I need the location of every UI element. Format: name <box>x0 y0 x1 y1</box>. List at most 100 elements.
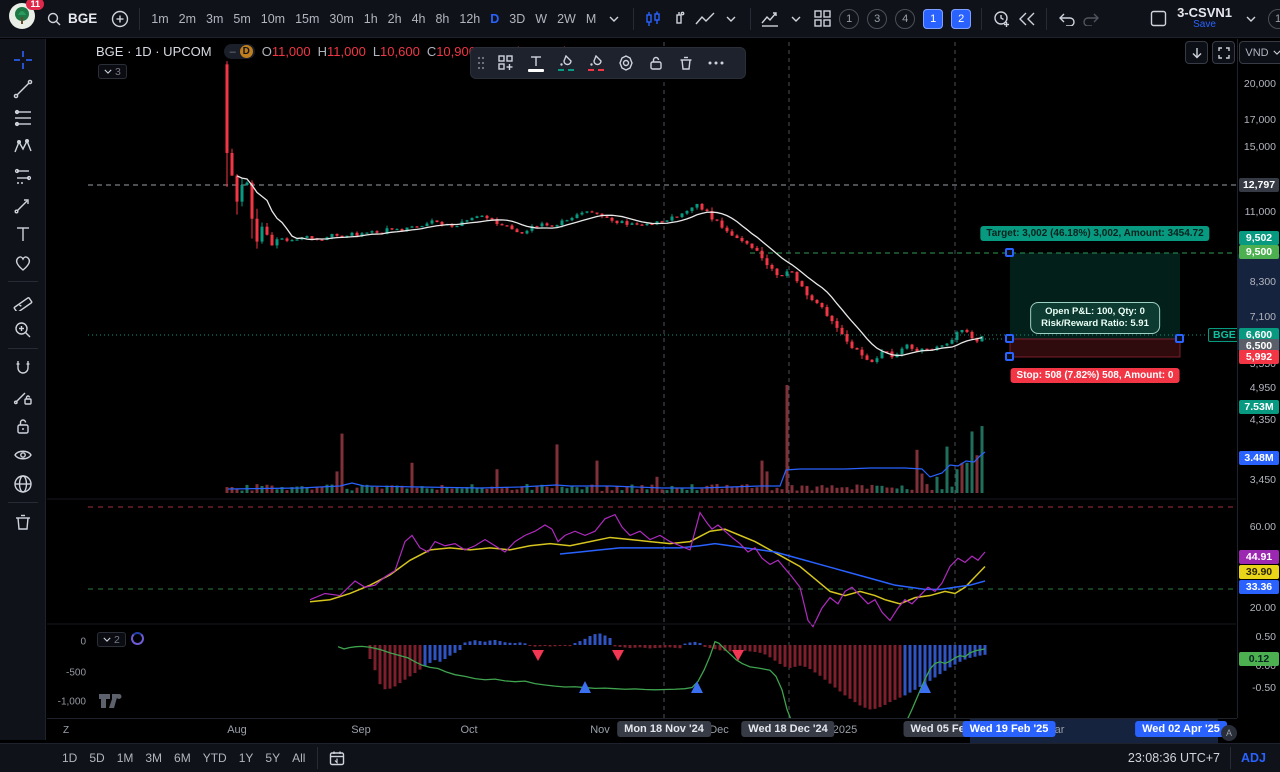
range-YTD[interactable]: YTD <box>202 751 227 765</box>
currency-selector[interactable]: VND <box>1239 41 1280 64</box>
active-layout-slot-2[interactable]: 2 <box>951 8 972 29</box>
range-1M[interactable]: 1M <box>116 751 134 765</box>
fib-retracement-tool[interactable] <box>6 103 40 132</box>
price-axis[interactable]: 20,000 17,000 15,000 11,000 8,300 7,100 5,550 4… <box>1237 39 1280 718</box>
timeframe-30m[interactable]: 30m <box>329 11 354 26</box>
legend-title[interactable]: BGE · 1D · UPCOM <box>96 44 212 59</box>
timeframe-W[interactable]: W <box>535 11 548 26</box>
price-tick: 11,000 <box>1244 206 1276 218</box>
time-axis[interactable]: AugSepOctNovDec2025MarMon 18 Nov '24Wed … <box>47 718 1237 743</box>
layout-slot-4[interactable]: 4 <box>895 8 916 29</box>
timeframe-3D[interactable]: 3D <box>509 11 526 26</box>
timeframe-15m[interactable]: 15m <box>295 11 320 26</box>
layout-chevron-icon[interactable] <box>1238 6 1264 32</box>
text-tool[interactable] <box>6 219 40 248</box>
timeframe-dropdown-chevron-icon[interactable] <box>601 6 627 32</box>
position-handle-entry-left[interactable] <box>1005 334 1014 343</box>
zoom-in-tool[interactable] <box>6 315 40 344</box>
stop-label[interactable]: Stop: 508 (7.82%) 508, Amount: 0 <box>1010 368 1180 383</box>
range-1Y[interactable]: 1Y <box>238 751 254 765</box>
range-5D[interactable]: 5D <box>89 751 105 765</box>
emoji-tool[interactable] <box>6 248 40 277</box>
loss-fill-color-button[interactable] <box>581 49 611 77</box>
hide-drawings-tool[interactable] <box>6 440 40 469</box>
chart-style-hollow-candle-icon[interactable] <box>666 6 692 32</box>
layout-name[interactable]: 3-CSVN1 <box>1177 5 1232 20</box>
template-button[interactable] <box>491 49 521 77</box>
pane-collapse-button[interactable]: 2 <box>97 632 126 647</box>
corner-number-badge[interactable]: 1 <box>1268 8 1280 29</box>
layout-slot-1[interactable]: 1 <box>839 8 860 29</box>
line-tools-icon[interactable] <box>692 6 718 32</box>
drag-handle-icon[interactable] <box>471 49 491 77</box>
timeframe-10m[interactable]: 10m <box>260 11 286 26</box>
position-handle-target-left[interactable] <box>1005 248 1014 257</box>
trend-line-tool[interactable] <box>6 74 40 103</box>
range-6M[interactable]: 6M <box>174 751 191 765</box>
interval-pill[interactable]: – D <box>223 44 255 59</box>
target-label[interactable]: Target: 3,002 (46.18%) 3,002, Amount: 34… <box>980 226 1210 241</box>
indicators-chevron-icon[interactable] <box>783 6 809 32</box>
long-position-tool[interactable] <box>6 161 40 190</box>
scroll-to-latest-button[interactable] <box>1185 41 1208 64</box>
text-color-button[interactable] <box>521 49 551 77</box>
range-3M[interactable]: 3M <box>145 751 163 765</box>
layout-grid-icon[interactable] <box>809 6 835 32</box>
pnl-label[interactable]: Open P&L: 100, Qty: 0 Risk/Reward Ratio:… <box>1030 302 1160 334</box>
crosshair-tool[interactable] <box>6 45 40 74</box>
active-layout-slot-1[interactable]: 1 <box>923 8 944 29</box>
timeframe-8h[interactable]: 8h <box>435 11 450 26</box>
delete-button[interactable] <box>671 49 701 77</box>
profit-fill-color-button[interactable] <box>551 49 581 77</box>
layout-select-checkbox[interactable] <box>1145 6 1171 32</box>
range-All[interactable]: All <box>292 751 306 765</box>
more-options-button[interactable] <box>701 49 731 77</box>
timeframe-12h[interactable]: 12h <box>459 11 481 26</box>
timeframe-5m[interactable]: 5m <box>233 11 251 26</box>
fullscreen-button[interactable] <box>1212 41 1235 64</box>
drawing-mode-lock-tool[interactable] <box>6 382 40 411</box>
timeframe-4h[interactable]: 4h <box>411 11 426 26</box>
timeframe-D[interactable]: D <box>490 11 500 26</box>
symbol-search-input[interactable]: BGE <box>68 11 98 26</box>
position-handle-entry-right[interactable] <box>1175 334 1184 343</box>
adjust-data-button[interactable]: ADJ <box>1240 751 1266 765</box>
brush-tool[interactable] <box>6 190 40 219</box>
clock[interactable]: 23:08:36 UTC+7 <box>1127 751 1220 765</box>
lock-all-drawings-tool[interactable] <box>6 411 40 440</box>
layout-title-block[interactable]: 3-CSVN1 Save <box>1177 5 1232 30</box>
indicators-icon[interactable] <box>757 6 783 32</box>
timeframe-1h[interactable]: 1h <box>363 11 378 26</box>
undo-icon[interactable] <box>1053 6 1079 32</box>
alert-icon[interactable] <box>988 6 1014 32</box>
remove-drawings-tool[interactable] <box>6 507 40 536</box>
range-5Y[interactable]: 5Y <box>265 751 281 765</box>
timeframe-3m[interactable]: 3m <box>206 11 224 26</box>
object-tree-globe-tool[interactable] <box>6 469 40 498</box>
add-symbol-button[interactable] <box>107 6 133 32</box>
timeframe-M[interactable]: M <box>585 11 597 26</box>
timeframe-2h[interactable]: 2h <box>387 11 402 26</box>
go-to-date-button[interactable] <box>324 745 350 771</box>
replay-icon[interactable] <box>1014 6 1040 32</box>
position-handle-stop-left[interactable] <box>1005 352 1014 361</box>
chart-style-candles-icon[interactable] <box>640 6 666 32</box>
redo-icon[interactable] <box>1079 6 1105 32</box>
magnet-tool[interactable] <box>6 353 40 382</box>
timeframe-1m[interactable]: 1m <box>151 11 169 26</box>
search-icon[interactable] <box>46 11 62 27</box>
settings-button[interactable] <box>611 49 641 77</box>
layout-slot-3[interactable]: 3 <box>867 8 888 29</box>
measure-tool[interactable] <box>6 286 40 315</box>
xabcd-pattern-tool[interactable] <box>6 132 40 161</box>
timeframe-2W[interactable]: 2W <box>557 11 576 26</box>
timeframe-2m[interactable]: 2m <box>178 11 197 26</box>
user-avatar[interactable]: 11 <box>8 0 44 35</box>
line-tools-chevron-icon[interactable] <box>718 6 744 32</box>
auto-scale-button[interactable]: A <box>1221 725 1237 741</box>
legend-collapse-button[interactable]: 3 <box>98 64 127 79</box>
lock-button[interactable] <box>641 49 671 77</box>
save-button[interactable]: Save <box>1193 19 1216 30</box>
range-1D[interactable]: 1D <box>62 751 78 765</box>
